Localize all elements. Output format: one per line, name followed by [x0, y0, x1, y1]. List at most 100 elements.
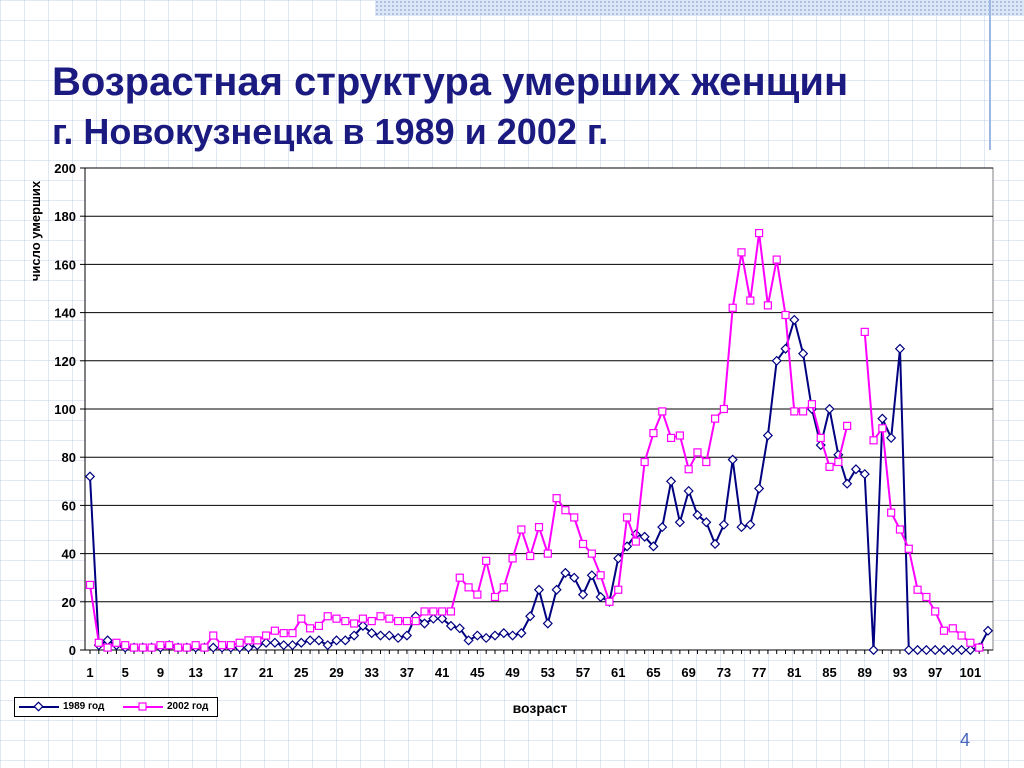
- data-point-2002-год: [165, 641, 174, 650]
- data-point-2002-год: [860, 327, 869, 336]
- data-point-2002-год: [455, 573, 464, 582]
- data-point-2002-год: [209, 631, 218, 640]
- y-tick-label: 160: [54, 257, 76, 272]
- page-title: Возрастная структура умерших женщин: [52, 60, 849, 104]
- data-point-1989-год: [648, 541, 659, 552]
- data-point-1989-год: [322, 640, 333, 651]
- data-point-1989-год: [260, 637, 272, 648]
- data-point-2002-год: [710, 414, 720, 423]
- x-tick-label: 41: [435, 665, 449, 680]
- data-point-2002-год: [754, 228, 764, 238]
- data-point-2002-год: [816, 433, 825, 443]
- x-tick-label: 53: [541, 665, 555, 680]
- legend-1989-marker: [33, 701, 44, 712]
- data-point-2002-год: [807, 400, 817, 409]
- y-tick-label: 40: [62, 547, 76, 562]
- page-subtitle: г. Новокузнецка в 1989 и 2002 г.: [52, 111, 609, 152]
- data-point-1989-год: [762, 430, 773, 441]
- data-point-2002-год: [173, 643, 183, 652]
- data-point-2002-год: [473, 590, 482, 599]
- data-point-2002-год: [605, 597, 614, 606]
- x-tick-label: 33: [364, 665, 378, 680]
- data-point-2002-год: [508, 554, 517, 563]
- data-point-2002-год: [499, 583, 508, 592]
- data-point-1989-год: [798, 348, 809, 359]
- data-point-1989-год: [886, 432, 897, 444]
- data-point-2002-год: [394, 616, 403, 626]
- data-point-1989-год: [560, 567, 571, 578]
- data-point-2002-год: [323, 612, 332, 621]
- data-point-1989-год: [481, 632, 492, 644]
- data-point-1989-год: [349, 630, 360, 641]
- legend-label-2002: 2002 год: [167, 701, 209, 712]
- data-point-1989-год: [313, 635, 324, 646]
- data-point-1989-год: [569, 572, 580, 583]
- data-point-1989-год: [912, 644, 923, 656]
- data-point-1989-год: [401, 630, 413, 641]
- data-point-1989-год: [278, 640, 289, 651]
- data-point-2002-год: [138, 643, 147, 652]
- x-tick-label: 57: [576, 665, 590, 680]
- data-point-1989-год: [428, 613, 439, 624]
- data-point-2002-год: [305, 624, 315, 633]
- data-point-2002-год: [376, 612, 385, 621]
- data-point-1989-год: [586, 570, 597, 581]
- chart-legend: 1989 год 2002 год: [14, 697, 218, 717]
- data-point-2002-год: [244, 636, 253, 645]
- y-axis-label: число умерших: [28, 180, 43, 282]
- data-point-2002-год: [543, 549, 552, 558]
- x-tick-label: 49: [505, 665, 519, 680]
- data-point-2002-год: [182, 643, 191, 652]
- data-point-2002-год: [737, 248, 746, 257]
- data-point-2002-год: [904, 544, 913, 553]
- data-point-1989-год: [639, 531, 650, 542]
- page-number: 4: [960, 730, 971, 750]
- data-point-2002-год: [746, 296, 755, 305]
- x-tick-label: 1: [86, 665, 93, 680]
- y-tick-label: 0: [69, 643, 76, 658]
- data-point-2002-год: [552, 494, 561, 503]
- data-point-2002-год: [975, 643, 984, 652]
- data-point-1989-год: [340, 635, 351, 646]
- x-tick-label: 61: [611, 665, 625, 680]
- data-point-2002-год: [270, 626, 279, 635]
- data-point-2002-год: [191, 641, 200, 650]
- data-point-1989-год: [384, 630, 395, 641]
- data-point-1989-год: [577, 589, 589, 600]
- data-point-2002-год: [526, 551, 535, 561]
- data-point-2002-год: [622, 513, 632, 522]
- data-point-1989-год: [472, 630, 483, 641]
- data-point-1989-год: [938, 644, 950, 656]
- data-point-1989-год: [445, 620, 457, 631]
- data-point-2002-год: [490, 592, 500, 602]
- data-point-1989-год: [489, 630, 501, 641]
- data-point-2002-год: [966, 638, 975, 647]
- x-tick-label: 89: [858, 665, 872, 680]
- data-point-2002-год: [790, 407, 799, 416]
- data-point-2002-год: [658, 407, 667, 416]
- data-point-1989-год: [331, 635, 342, 646]
- data-point-2002-год: [781, 310, 790, 320]
- x-tick-label: 5: [122, 665, 129, 680]
- data-point-2002-год: [517, 525, 526, 534]
- data-point-2002-год: [94, 638, 103, 647]
- x-tick-label: 97: [928, 665, 942, 680]
- data-point-1989-год: [357, 620, 369, 631]
- x-tick-label: 81: [787, 665, 801, 680]
- data-point-1989-год: [718, 519, 729, 530]
- data-point-2002-год: [887, 508, 896, 517]
- data-point-1989-год: [842, 478, 853, 489]
- x-axis-label: возраст: [512, 700, 568, 716]
- data-point-2002-год: [702, 457, 711, 467]
- x-tick-label: 25: [294, 665, 308, 680]
- data-point-2002-год: [939, 626, 949, 635]
- y-tick-label: 120: [54, 354, 76, 369]
- data-point-1989-год: [595, 591, 606, 603]
- data-point-2002-год: [922, 592, 931, 602]
- data-point-1989-год: [921, 644, 932, 656]
- data-point-1989-год: [621, 541, 633, 552]
- data-point-2002-год: [367, 616, 376, 626]
- data-point-2002-год: [534, 522, 544, 532]
- x-tick-label: 45: [470, 665, 484, 680]
